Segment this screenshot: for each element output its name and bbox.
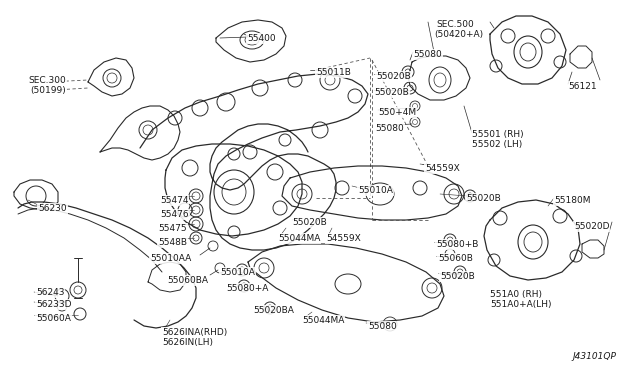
- Text: 55010AA: 55010AA: [150, 254, 191, 263]
- Text: J43101QP: J43101QP: [572, 352, 616, 361]
- Text: 56121: 56121: [568, 82, 596, 91]
- Text: 55476: 55476: [160, 210, 189, 219]
- Text: 55080: 55080: [368, 322, 397, 331]
- Text: 55501 (RH): 55501 (RH): [472, 130, 524, 139]
- Text: 55060A: 55060A: [36, 314, 71, 323]
- Text: 55400: 55400: [247, 34, 276, 43]
- Text: (50420+A): (50420+A): [434, 30, 483, 39]
- Text: 55080+B: 55080+B: [436, 240, 478, 249]
- Text: 55080+A: 55080+A: [226, 284, 268, 293]
- Text: 55180M: 55180M: [554, 196, 591, 205]
- Text: 55020BA: 55020BA: [253, 306, 294, 315]
- Text: 551A0 (RH): 551A0 (RH): [490, 290, 542, 299]
- Text: 55060BA: 55060BA: [167, 276, 208, 285]
- Text: 55044MA: 55044MA: [302, 316, 344, 325]
- Text: SEC.500: SEC.500: [436, 20, 474, 29]
- Text: 55020B: 55020B: [440, 272, 475, 281]
- Text: 55020B: 55020B: [292, 218, 327, 227]
- Text: 55020B: 55020B: [466, 194, 500, 203]
- Text: 55475: 55475: [158, 224, 187, 233]
- Text: 56233D: 56233D: [36, 300, 72, 309]
- Text: 551A0+A(LH): 551A0+A(LH): [490, 300, 552, 309]
- Text: 550+4M: 550+4M: [378, 108, 416, 117]
- Text: 56230: 56230: [38, 204, 67, 213]
- Text: SEC.300: SEC.300: [28, 76, 66, 85]
- Text: 55020B: 55020B: [376, 72, 411, 81]
- Text: (50199): (50199): [30, 86, 66, 95]
- Text: 54559X: 54559X: [425, 164, 460, 173]
- Text: 55502 (LH): 55502 (LH): [472, 140, 522, 149]
- Text: 55060B: 55060B: [438, 254, 473, 263]
- Text: 55010A: 55010A: [358, 186, 393, 195]
- Text: 5548B: 5548B: [158, 238, 187, 247]
- Text: 56243: 56243: [36, 288, 65, 297]
- Text: 55020D: 55020D: [574, 222, 609, 231]
- Text: 55011B: 55011B: [316, 68, 351, 77]
- Text: 54559X: 54559X: [326, 234, 361, 243]
- Text: 5626IN(LH): 5626IN(LH): [162, 338, 213, 347]
- Text: 5626INA(RHD): 5626INA(RHD): [162, 328, 227, 337]
- Text: 55080: 55080: [413, 50, 442, 59]
- Text: 55020B: 55020B: [374, 88, 409, 97]
- Text: 55044MA: 55044MA: [278, 234, 321, 243]
- Text: 55080: 55080: [375, 124, 404, 133]
- Text: 55474: 55474: [160, 196, 189, 205]
- Text: 55010A: 55010A: [220, 268, 255, 277]
